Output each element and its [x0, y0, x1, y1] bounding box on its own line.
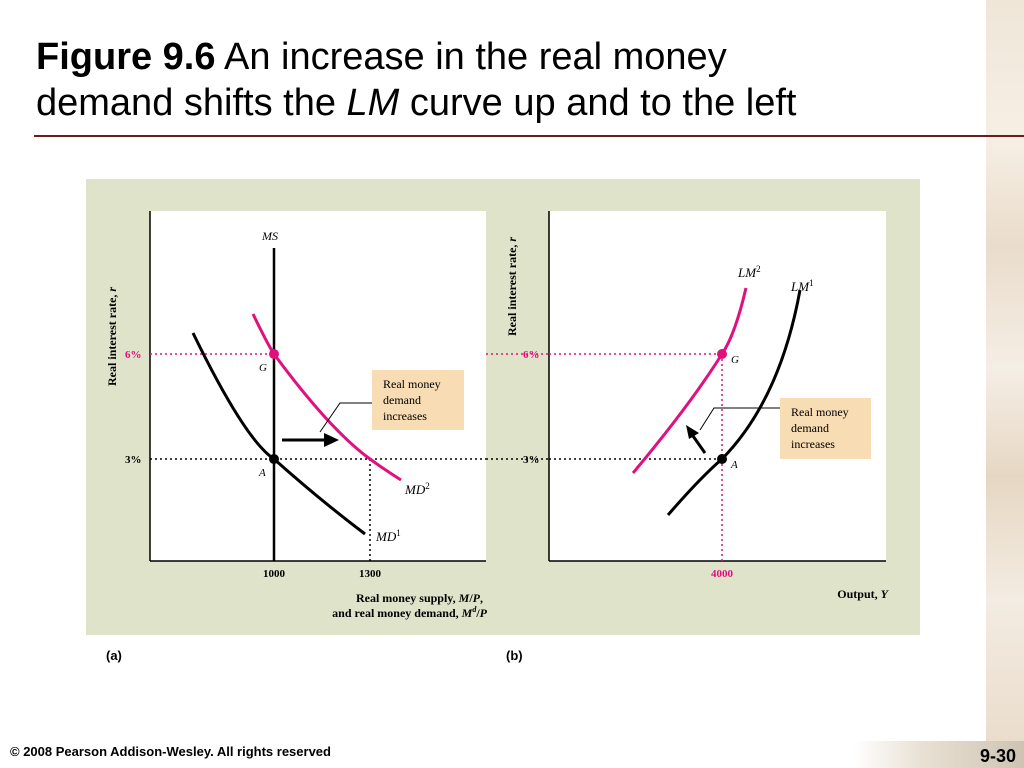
panel-b-note-leader	[699, 407, 780, 431]
panel-b-note-l1: Real money	[791, 405, 849, 419]
panel-a-xlabel-1: Real money supply, M/P,	[356, 591, 483, 605]
panel-b-plot-area	[549, 211, 886, 561]
panel-a-note-l1: Real money	[383, 377, 441, 391]
title-rule	[34, 135, 1024, 137]
panel-a-ylabel: Real interest rate, r	[105, 287, 119, 386]
title-line2-pre: demand shifts the	[36, 82, 336, 124]
panel-b-note-l2: demand	[791, 421, 829, 435]
md2-curve	[251, 313, 402, 482]
point-g-b	[717, 349, 727, 359]
panel-a-note-box	[372, 370, 464, 430]
md1-label: MD1	[375, 528, 401, 544]
panel-b-xtick-4000: 4000	[711, 568, 734, 580]
md2-label: MD2	[404, 481, 430, 497]
slide-title: Figure 9.6 An increase in the real money…	[36, 34, 936, 126]
point-g-a	[269, 349, 279, 359]
panel-b-ytick-3: 3%	[523, 454, 540, 466]
ms-label: MS	[261, 229, 278, 243]
lm1-label: LM1	[790, 278, 814, 294]
label-g-a: G	[259, 362, 267, 374]
panel-a-chart: Real interest rate, r 6% 3% 1000 1300 MS…	[105, 211, 488, 620]
label-a-a: A	[258, 467, 266, 479]
copyright-footer: © 2008 Pearson Addison-Wesley. All right…	[10, 744, 331, 759]
figure-label: Figure 9.6	[36, 36, 216, 78]
title-lm: LM	[346, 82, 400, 124]
panel-label-a: (a)	[106, 648, 122, 663]
lm1-curve	[666, 289, 802, 516]
panel-a-xtick-1300: 1300	[359, 568, 382, 580]
lm2-label: LM2	[737, 264, 761, 280]
panel-b-shift-arrow	[691, 435, 707, 454]
panel-a-ytick-6: 6%	[125, 349, 142, 361]
lm2-curve	[631, 287, 748, 474]
panel-b-ylabel: Real interest rate, r	[505, 237, 519, 336]
panel-b-note-l3: increases	[791, 437, 835, 451]
title-line2-post: curve up and to the left	[409, 82, 797, 124]
label-a-b: A	[730, 459, 738, 471]
point-a-b	[717, 454, 727, 464]
panel-b-chart: Real interest rate, r 6% 3% 4000 LM2 LM1…	[486, 211, 890, 601]
point-a-a	[269, 454, 279, 464]
panel-a-xtick-1000: 1000	[263, 568, 286, 580]
label-g-b: G	[731, 354, 739, 366]
panel-label-b: (b)	[506, 648, 523, 663]
panel-a-shift-arrowhead	[324, 433, 339, 447]
page-number-box: 9-30	[854, 741, 1024, 768]
page-number: 9-30	[979, 746, 1016, 766]
panel-b-xlabel: Output, Y	[837, 587, 889, 601]
decorative-side-strip	[986, 0, 1024, 768]
panel-b-ytick-6: 6%	[523, 349, 540, 361]
panel-a-note-leader	[319, 402, 372, 433]
panel-b-shift-arrowhead	[686, 425, 699, 439]
panel-a-note-l3: increases	[383, 409, 427, 423]
panel-a-ytick-3: 3%	[125, 454, 142, 466]
title-line1: An increase in the real money	[223, 36, 727, 78]
panel-a-note-l2: demand	[383, 393, 421, 407]
panel-b-note-box	[780, 398, 871, 459]
panel-a-xlabel-2: and real money demand, Md/P	[332, 605, 487, 620]
